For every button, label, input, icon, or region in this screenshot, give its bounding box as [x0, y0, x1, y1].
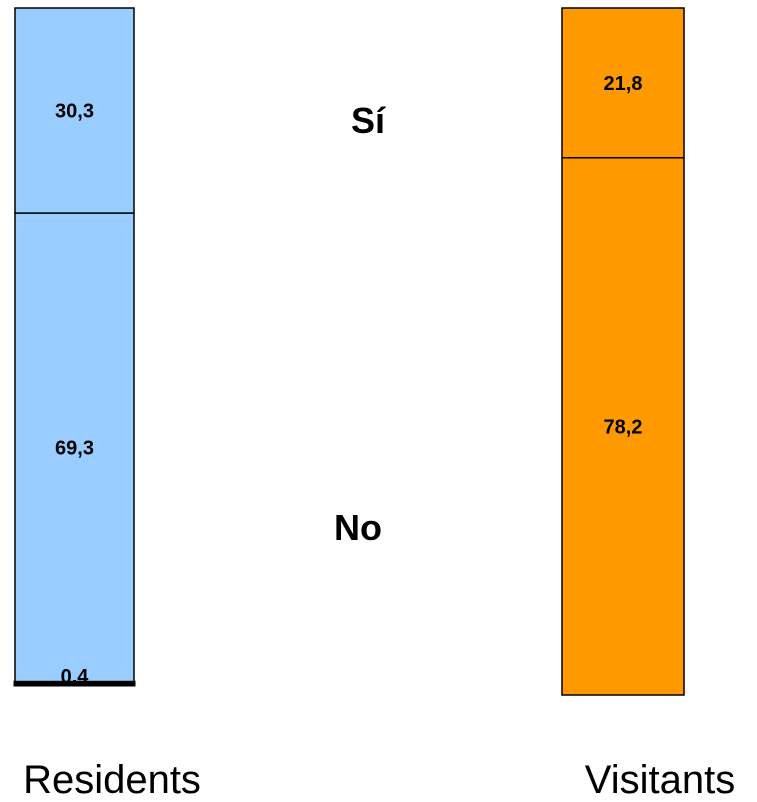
- segment-labels-group: 30,3 69,3 0,4 21,8 78,2: [55, 73, 642, 688]
- data-label-visitants-0: 21,8: [604, 73, 643, 95]
- data-label-visitants-1: 78,2: [604, 416, 643, 438]
- data-label-residents-0: 30,3: [55, 101, 94, 123]
- data-label-residents-2: 0,4: [61, 666, 90, 688]
- bars-group: [15, 8, 684, 695]
- data-label-residents-1: 69,3: [55, 438, 94, 460]
- legend-label-no: No: [334, 507, 382, 548]
- category-label-visitants: Visitants: [585, 758, 735, 802]
- category-label-residents: Residents: [23, 758, 201, 802]
- legend-label-si: Sí: [351, 100, 386, 141]
